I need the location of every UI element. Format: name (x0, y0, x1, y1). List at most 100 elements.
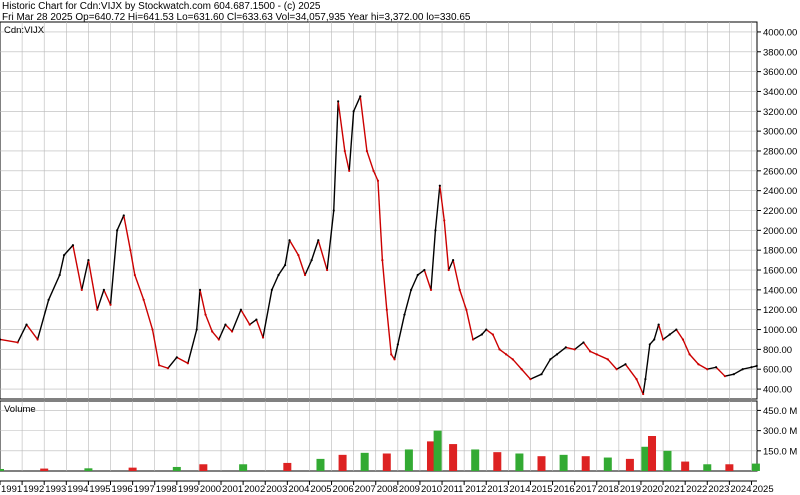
price-segment (574, 341, 584, 350)
price-point (116, 229, 119, 232)
price-segment (231, 309, 242, 332)
price-point (224, 323, 227, 326)
price-point (151, 328, 154, 331)
price-point (277, 273, 280, 277)
price-point (186, 362, 189, 365)
price-segment (158, 364, 169, 369)
price-segment (72, 245, 83, 291)
price-segment (359, 96, 368, 152)
price-point (668, 333, 671, 336)
price-segment (333, 101, 339, 211)
price-ytick-label: 600.00 (763, 365, 792, 376)
price-segment (151, 329, 160, 366)
price-panel-title: Cdn:VIJX (4, 25, 45, 36)
price-point (122, 214, 125, 217)
price-point (297, 254, 300, 257)
price-point (217, 338, 220, 341)
volume-bar (515, 453, 524, 471)
price-segment (167, 356, 178, 369)
price-point (376, 179, 380, 182)
price-segment (521, 368, 531, 380)
x-tick-label: 2002 (244, 484, 265, 495)
price-segment (271, 274, 280, 291)
price-ytick-label: 3200.00 (763, 107, 797, 118)
volume-bar (84, 468, 93, 471)
x-tick-label: 1999 (178, 484, 199, 495)
price-point (348, 169, 351, 172)
price-segment (366, 150, 375, 172)
price-ytick-label: 2000.00 (763, 226, 797, 237)
price-point (372, 169, 375, 172)
price-segment (134, 274, 145, 301)
price-segment (549, 353, 558, 360)
price-segment (430, 230, 437, 290)
x-axis: 1991 1992 1993 1994 1995 1996 1997 1998 1999 2000… (0, 480, 774, 495)
price-segment (452, 259, 461, 291)
volume-bar (663, 450, 672, 471)
price-point (429, 288, 433, 291)
price-ytick-label: 3000.00 (763, 127, 797, 138)
x-tick-label: 1995 (89, 484, 110, 495)
price-segment (187, 329, 198, 364)
price-point (337, 100, 340, 103)
price-point (102, 288, 105, 291)
volume-bar (404, 449, 413, 471)
x-tick-label: 2023 (708, 484, 729, 495)
price-point (471, 338, 475, 341)
price-segment (715, 366, 726, 377)
price-point (675, 328, 678, 331)
volume-bar (681, 461, 690, 471)
price-segment (255, 319, 264, 338)
price-point (540, 373, 543, 376)
chart-header-line-1: Historic Chart for Cdn:VIJX by Stockwatc… (2, 1, 321, 12)
price-point (381, 259, 384, 262)
volume-bar (199, 464, 208, 471)
price-segment (403, 289, 412, 315)
volume-bar (471, 449, 480, 471)
price-point (624, 363, 627, 366)
x-tick-label: 1997 (134, 484, 155, 495)
price-segment (675, 329, 684, 340)
price-point (198, 288, 202, 291)
price-ytick-label: 1000.00 (763, 325, 797, 336)
price-point (142, 298, 145, 301)
price-point (520, 368, 523, 371)
price-segment (176, 356, 189, 364)
price-point (332, 209, 335, 212)
price-point (606, 358, 609, 361)
price-point (416, 273, 419, 277)
price-segment (277, 264, 286, 276)
volume-panel-title: Volume (4, 404, 36, 415)
price-point (697, 363, 700, 366)
price-point (555, 353, 559, 356)
x-tick-label: 2024 (730, 484, 751, 495)
price-point (80, 288, 83, 291)
price-point (239, 308, 243, 311)
price-point (396, 343, 399, 346)
price-point (741, 368, 744, 371)
volume-bar (338, 454, 347, 471)
x-tick-label: 2025 (752, 484, 773, 495)
x-tick-label: 1992 (23, 484, 44, 495)
price-point (615, 368, 618, 371)
price-ytick-label: 400.00 (763, 385, 792, 396)
price-segment (17, 324, 28, 343)
price-segment (624, 363, 638, 380)
volume-bar (625, 458, 634, 471)
price-segment (698, 363, 708, 370)
price-segment (224, 324, 233, 333)
x-tick-label: 2007 (355, 484, 376, 495)
price-segment (240, 309, 251, 325)
price-point (498, 348, 501, 351)
price-point (681, 338, 685, 341)
price-segment (310, 240, 319, 261)
price-segment (505, 353, 514, 360)
price-segment (58, 254, 65, 276)
price-point (204, 313, 207, 316)
price-segment (707, 366, 717, 370)
price-segment (733, 368, 743, 375)
price-point (166, 367, 170, 370)
price-segment (596, 353, 609, 360)
price-segment (47, 274, 61, 301)
volume-bar (581, 456, 590, 471)
